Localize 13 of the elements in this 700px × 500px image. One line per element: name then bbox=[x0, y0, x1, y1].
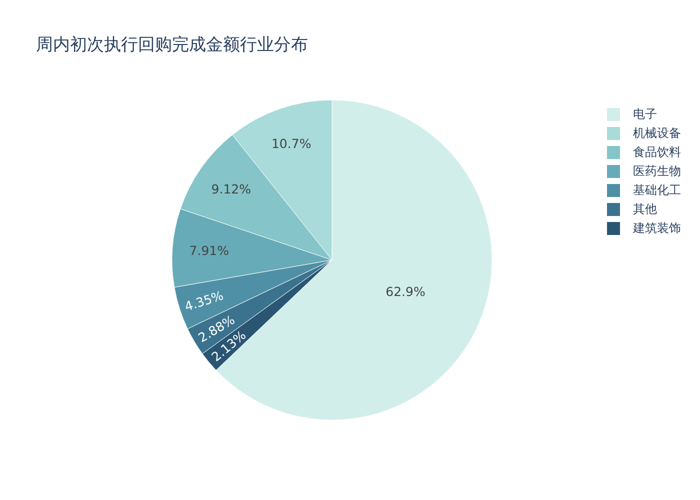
legend-label: 食品饮料 bbox=[633, 144, 681, 161]
legend-label: 机械设备 bbox=[633, 125, 681, 142]
legend-label: 基础化工 bbox=[633, 182, 681, 199]
data-label: 10.7% bbox=[272, 136, 312, 152]
legend-label: 其他 bbox=[633, 201, 657, 218]
data-label: 9.12% bbox=[211, 182, 252, 197]
data-label: 7.91% bbox=[189, 243, 230, 258]
legend-label: 电子 bbox=[633, 106, 657, 123]
data-label: 4.35% bbox=[182, 288, 226, 314]
legend-label: 建筑装饰 bbox=[633, 220, 681, 237]
data-label: 62.9% bbox=[386, 284, 426, 300]
chart-title: 周内初次执行回购完成金额行业分布 bbox=[36, 34, 308, 56]
legend-label: 医药生物 bbox=[633, 163, 681, 180]
